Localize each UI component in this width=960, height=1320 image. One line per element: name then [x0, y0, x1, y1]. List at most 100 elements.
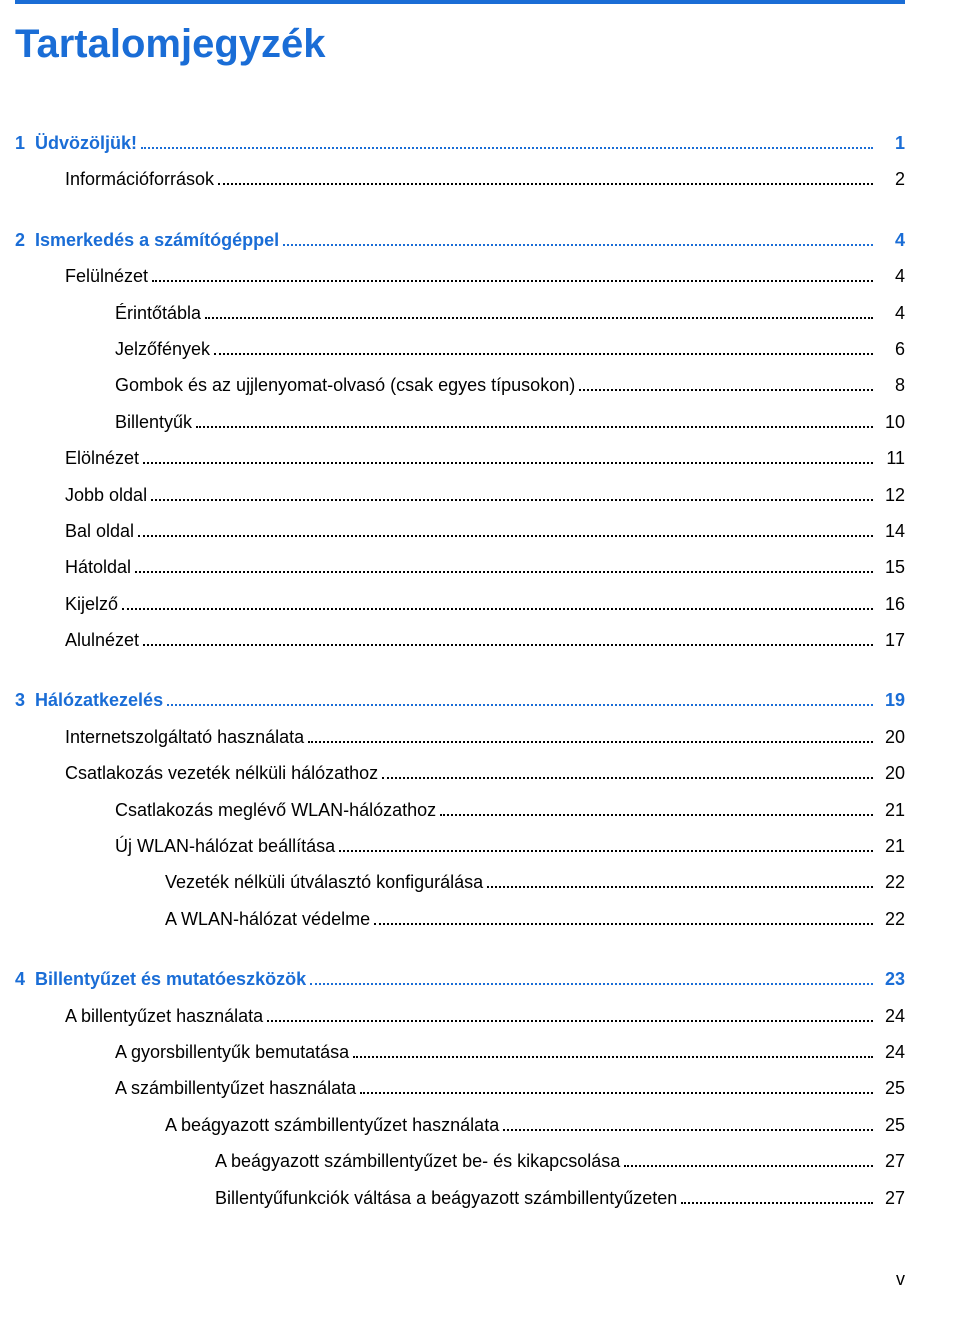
- table-of-contents: 1 Üdvözöljük! 1Információforrások 22 Ism…: [15, 127, 905, 1214]
- toc-item[interactable]: A billentyűzet használata 24: [15, 1000, 905, 1032]
- toc-item-label: Felülnézet: [65, 260, 148, 292]
- toc-item-label: Billentyűk: [115, 406, 192, 438]
- toc-page-number: 20: [877, 757, 905, 789]
- toc-leader-dots: [205, 317, 873, 319]
- toc-item-label: A gyorsbillentyűk bemutatása: [115, 1036, 349, 1068]
- toc-item[interactable]: Kijelző 16: [15, 588, 905, 620]
- toc-page-number: 21: [877, 830, 905, 862]
- toc-item[interactable]: Információforrások 2: [15, 163, 905, 195]
- toc-page-number: 19: [877, 684, 905, 716]
- toc-leader-dots: [122, 608, 873, 610]
- toc-item-label: Vezeték nélküli útválasztó konfigurálása: [165, 866, 483, 898]
- toc-section[interactable]: 3 Hálózatkezelés 19: [15, 684, 905, 716]
- toc-item-label: Érintőtábla: [115, 297, 201, 329]
- toc-page-number: 15: [877, 551, 905, 583]
- toc-leader-dots: [214, 353, 873, 355]
- toc-leader-dots: [624, 1165, 873, 1167]
- toc-leader-dots: [152, 280, 873, 282]
- toc-item-label: Új WLAN-hálózat beállítása: [115, 830, 335, 862]
- toc-item-label: A beágyazott számbillentyűzet használata: [165, 1109, 499, 1141]
- toc-page-number: 21: [877, 794, 905, 826]
- toc-page-number: 27: [877, 1145, 905, 1177]
- toc-item-label: Internetszolgáltató használata: [65, 721, 304, 753]
- toc-page-number: 25: [877, 1072, 905, 1104]
- toc-section-number: 1: [15, 127, 25, 159]
- toc-page-number: 17: [877, 624, 905, 656]
- toc-leader-dots: [382, 777, 873, 779]
- toc-section[interactable]: 2 Ismerkedés a számítógéppel 4: [15, 224, 905, 256]
- toc-item-label: Gombok és az ujjlenyomat-olvasó (csak eg…: [115, 369, 575, 401]
- toc-item-label: Csatlakozás meglévő WLAN-hálózathoz: [115, 794, 436, 826]
- toc-item[interactable]: Felülnézet 4: [15, 260, 905, 292]
- toc-item[interactable]: A gyorsbillentyűk bemutatása 24: [15, 1036, 905, 1068]
- toc-page-number: 24: [877, 1036, 905, 1068]
- toc-section-label: Billentyűzet és mutatóeszközök: [25, 963, 306, 995]
- toc-section-label: Hálózatkezelés: [25, 684, 163, 716]
- toc-item-label: Elölnézet: [65, 442, 139, 474]
- toc-section[interactable]: 1 Üdvözöljük! 1: [15, 127, 905, 159]
- toc-page-number: 24: [877, 1000, 905, 1032]
- toc-item[interactable]: Új WLAN-hálózat beállítása 21: [15, 830, 905, 862]
- toc-item[interactable]: A számbillentyűzet használata 25: [15, 1072, 905, 1104]
- toc-page-number: 2: [877, 163, 905, 195]
- toc-item[interactable]: Bal oldal 14: [15, 515, 905, 547]
- toc-leader-dots: [440, 814, 873, 816]
- toc-item[interactable]: A beágyazott számbillentyűzet használata…: [15, 1109, 905, 1141]
- toc-page-number: 14: [877, 515, 905, 547]
- toc-leader-dots: [167, 704, 873, 706]
- toc-page-number: 27: [877, 1182, 905, 1214]
- toc-item[interactable]: Billentyűfunkciók váltása a beágyazott s…: [15, 1182, 905, 1214]
- toc-item[interactable]: Hátoldal 15: [15, 551, 905, 583]
- toc-item[interactable]: Jobb oldal 12: [15, 479, 905, 511]
- toc-page-number: 4: [877, 260, 905, 292]
- toc-leader-dots: [374, 923, 873, 925]
- toc-leader-dots: [681, 1202, 873, 1204]
- toc-item[interactable]: A WLAN-hálózat védelme 22: [15, 903, 905, 935]
- toc-page-number: 4: [877, 297, 905, 329]
- toc-section-number: 3: [15, 684, 25, 716]
- toc-leader-dots: [308, 741, 873, 743]
- toc-item-label: Hátoldal: [65, 551, 131, 583]
- page-title: Tartalomjegyzék: [15, 22, 905, 67]
- toc-item[interactable]: Billentyűk 10: [15, 406, 905, 438]
- toc-leader-dots: [267, 1020, 873, 1022]
- toc-item[interactable]: Gombok és az ujjlenyomat-olvasó (csak eg…: [15, 369, 905, 401]
- toc-leader-dots: [503, 1129, 873, 1131]
- toc-item[interactable]: Érintőtábla 4: [15, 297, 905, 329]
- toc-item[interactable]: Alulnézet 17: [15, 624, 905, 656]
- toc-item-label: Jobb oldal: [65, 479, 147, 511]
- toc-item-label: Billentyűfunkciók váltása a beágyazott s…: [215, 1182, 677, 1214]
- toc-item[interactable]: A beágyazott számbillentyűzet be- és kik…: [15, 1145, 905, 1177]
- toc-page-number: 23: [877, 963, 905, 995]
- toc-section[interactable]: 4 Billentyűzet és mutatóeszközök 23: [15, 963, 905, 995]
- toc-item-label: Információforrások: [65, 163, 214, 195]
- toc-item[interactable]: Csatlakozás vezeték nélküli hálózathoz 2…: [15, 757, 905, 789]
- toc-page-number: 25: [877, 1109, 905, 1141]
- toc-section-number: 4: [15, 963, 25, 995]
- toc-page-number: 12: [877, 479, 905, 511]
- toc-section-number: 2: [15, 224, 25, 256]
- toc-leader-dots: [135, 571, 873, 573]
- toc-leader-dots: [196, 426, 873, 428]
- toc-leader-dots: [143, 462, 873, 464]
- toc-item-label: A WLAN-hálózat védelme: [165, 903, 370, 935]
- toc-item[interactable]: Internetszolgáltató használata 20: [15, 721, 905, 753]
- toc-item[interactable]: Elölnézet 11: [15, 442, 905, 474]
- toc-leader-dots: [143, 644, 873, 646]
- toc-item-label: A beágyazott számbillentyűzet be- és kik…: [215, 1145, 620, 1177]
- toc-page-number: 16: [877, 588, 905, 620]
- toc-item-label: Alulnézet: [65, 624, 139, 656]
- toc-leader-dots: [218, 183, 873, 185]
- toc-item[interactable]: Csatlakozás meglévő WLAN-hálózathoz 21: [15, 794, 905, 826]
- toc-page-number: 20: [877, 721, 905, 753]
- toc-page-number: 8: [877, 369, 905, 401]
- toc-item[interactable]: Vezeték nélküli útválasztó konfigurálása…: [15, 866, 905, 898]
- toc-page-number: 6: [877, 333, 905, 365]
- toc-leader-dots: [310, 983, 873, 985]
- toc-leader-dots: [487, 886, 873, 888]
- toc-item[interactable]: Jelzőfények 6: [15, 333, 905, 365]
- toc-item-label: Csatlakozás vezeték nélküli hálózathoz: [65, 757, 378, 789]
- toc-item-label: Kijelző: [65, 588, 118, 620]
- toc-page-number: 11: [877, 442, 905, 474]
- toc-section-label: Ismerkedés a számítógéppel: [25, 224, 279, 256]
